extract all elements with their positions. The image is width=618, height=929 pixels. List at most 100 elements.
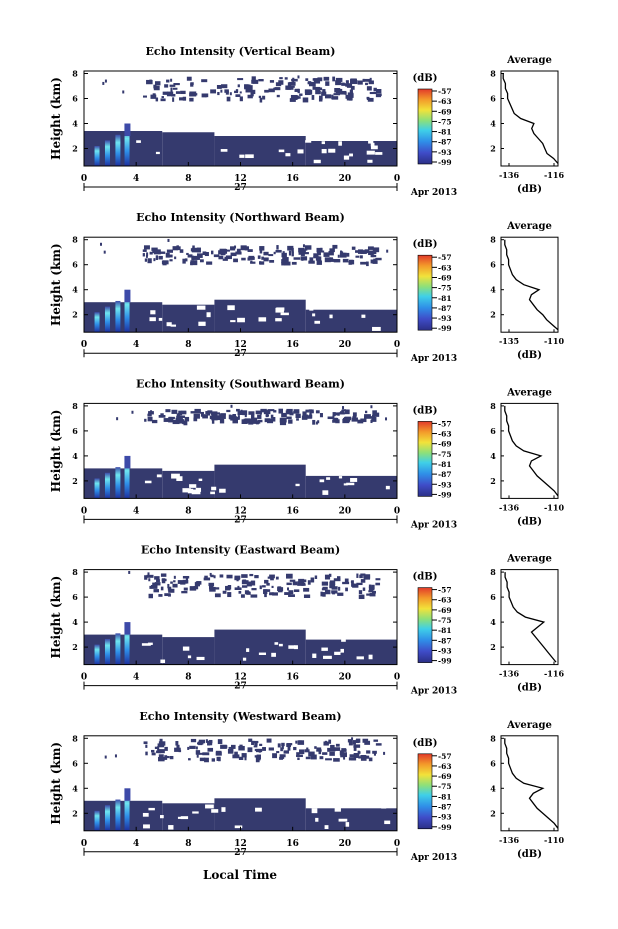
y-tick-label: 2 (72, 476, 78, 486)
upper-echo (159, 738, 163, 744)
colorbar-tick-label: -87 (438, 636, 452, 645)
upper-echo (352, 740, 356, 745)
upper-echo (267, 576, 274, 579)
upper-echo (254, 575, 259, 579)
upper-echo (158, 415, 166, 418)
upper-echo (176, 744, 180, 749)
profile-y-tick-label: 2 (490, 310, 496, 320)
upper-echo (220, 744, 227, 749)
upper-echo (296, 754, 303, 758)
upper-echo (179, 249, 184, 253)
upper-echo (301, 583, 306, 586)
layer-gap (160, 659, 166, 664)
colorbar-unit: (dB) (413, 738, 438, 749)
y-tick-label: 8 (72, 567, 78, 577)
upper-echo (228, 414, 232, 420)
profile-x-axis-label: (dB) (517, 350, 542, 361)
layer-gap (350, 478, 358, 482)
upper-echo (183, 420, 188, 426)
profile-x-tick-label: -135 (499, 336, 519, 346)
upper-echo (375, 93, 382, 98)
upper-echo (324, 740, 327, 743)
convective-core (124, 461, 130, 499)
upper-echo (294, 88, 300, 92)
upper-echo (248, 411, 255, 415)
upper-echo (322, 752, 328, 755)
convective-top (124, 289, 131, 303)
upper-echo (218, 756, 221, 762)
upper-echo (153, 249, 161, 255)
upper-echo (173, 83, 180, 86)
upper-echo (359, 574, 363, 579)
upper-echo (199, 757, 206, 762)
upper-echo (335, 743, 340, 747)
profile-x-tick-label: -116 (544, 170, 564, 180)
profile-x-axis-label: (dB) (517, 683, 542, 694)
heatmap-cells (84, 570, 397, 665)
convective-core (115, 799, 121, 831)
x-tick-label: 16 (286, 839, 299, 849)
upper-echo (236, 248, 241, 253)
layer-gap (237, 317, 245, 323)
upper-echo (328, 250, 334, 256)
upper-echo (318, 250, 325, 253)
upper-echo (158, 757, 165, 762)
upper-echo (328, 739, 332, 744)
colorbar (417, 88, 433, 165)
x-tick-label: 12 (234, 506, 247, 516)
upper-echo (175, 741, 179, 746)
layer-gap (384, 820, 391, 825)
upper-echo (146, 252, 149, 256)
y-tick-label: 6 (72, 592, 78, 602)
convective-top (124, 455, 131, 469)
upper-echo (262, 747, 266, 751)
colorbar-tick-label: -75 (438, 616, 452, 625)
profile-x-axis-label: (dB) (517, 849, 542, 860)
colorbar-tick-label: -99 (438, 158, 452, 167)
y-axis-label: Height (km) (49, 243, 63, 326)
profile-y-tick-label: 6 (490, 758, 496, 768)
sparse-echo (147, 572, 150, 576)
upper-echo (207, 740, 211, 746)
colorbar-unit: (dB) (413, 572, 438, 583)
profile-frame (500, 70, 559, 167)
upper-echo (357, 419, 364, 424)
layer-gap (171, 473, 180, 479)
profile-x-tick-label: -110 (544, 835, 564, 845)
layer-gap (149, 317, 156, 322)
upper-echo (288, 419, 293, 424)
upper-echo (204, 575, 208, 580)
upper-echo (168, 420, 175, 423)
upper-echo (179, 415, 185, 419)
upper-echo (276, 245, 279, 250)
upper-echo (300, 256, 308, 261)
upper-echo (362, 738, 369, 743)
low-layer-block (214, 299, 306, 333)
sparse-echo (104, 755, 107, 759)
upper-echo (272, 753, 278, 759)
upper-echo (332, 419, 336, 423)
upper-echo (289, 81, 296, 86)
upper-echo (291, 251, 294, 257)
upper-echo (144, 418, 147, 422)
layer-gap (313, 159, 321, 164)
layer-gap (198, 321, 206, 326)
x-tick-label: 4 (133, 506, 139, 516)
upper-echo (183, 587, 188, 591)
heatmap-cells (84, 75, 397, 166)
upper-echo (288, 590, 294, 595)
upper-echo (151, 419, 158, 424)
profile-title: Average (506, 55, 552, 66)
upper-echo (168, 588, 175, 593)
upper-echo (186, 76, 192, 81)
colorbar-tick-label: -81 (438, 792, 452, 801)
upper-echo (220, 250, 226, 256)
profile-y-tick-label: 2 (490, 808, 496, 818)
x-tick-label: 0 (394, 673, 400, 683)
layer-gap (328, 148, 336, 153)
upper-echo (309, 410, 314, 413)
layer-gap (191, 489, 201, 495)
upper-echo (286, 743, 292, 748)
upper-echo (275, 576, 279, 580)
upper-echo (172, 87, 178, 90)
